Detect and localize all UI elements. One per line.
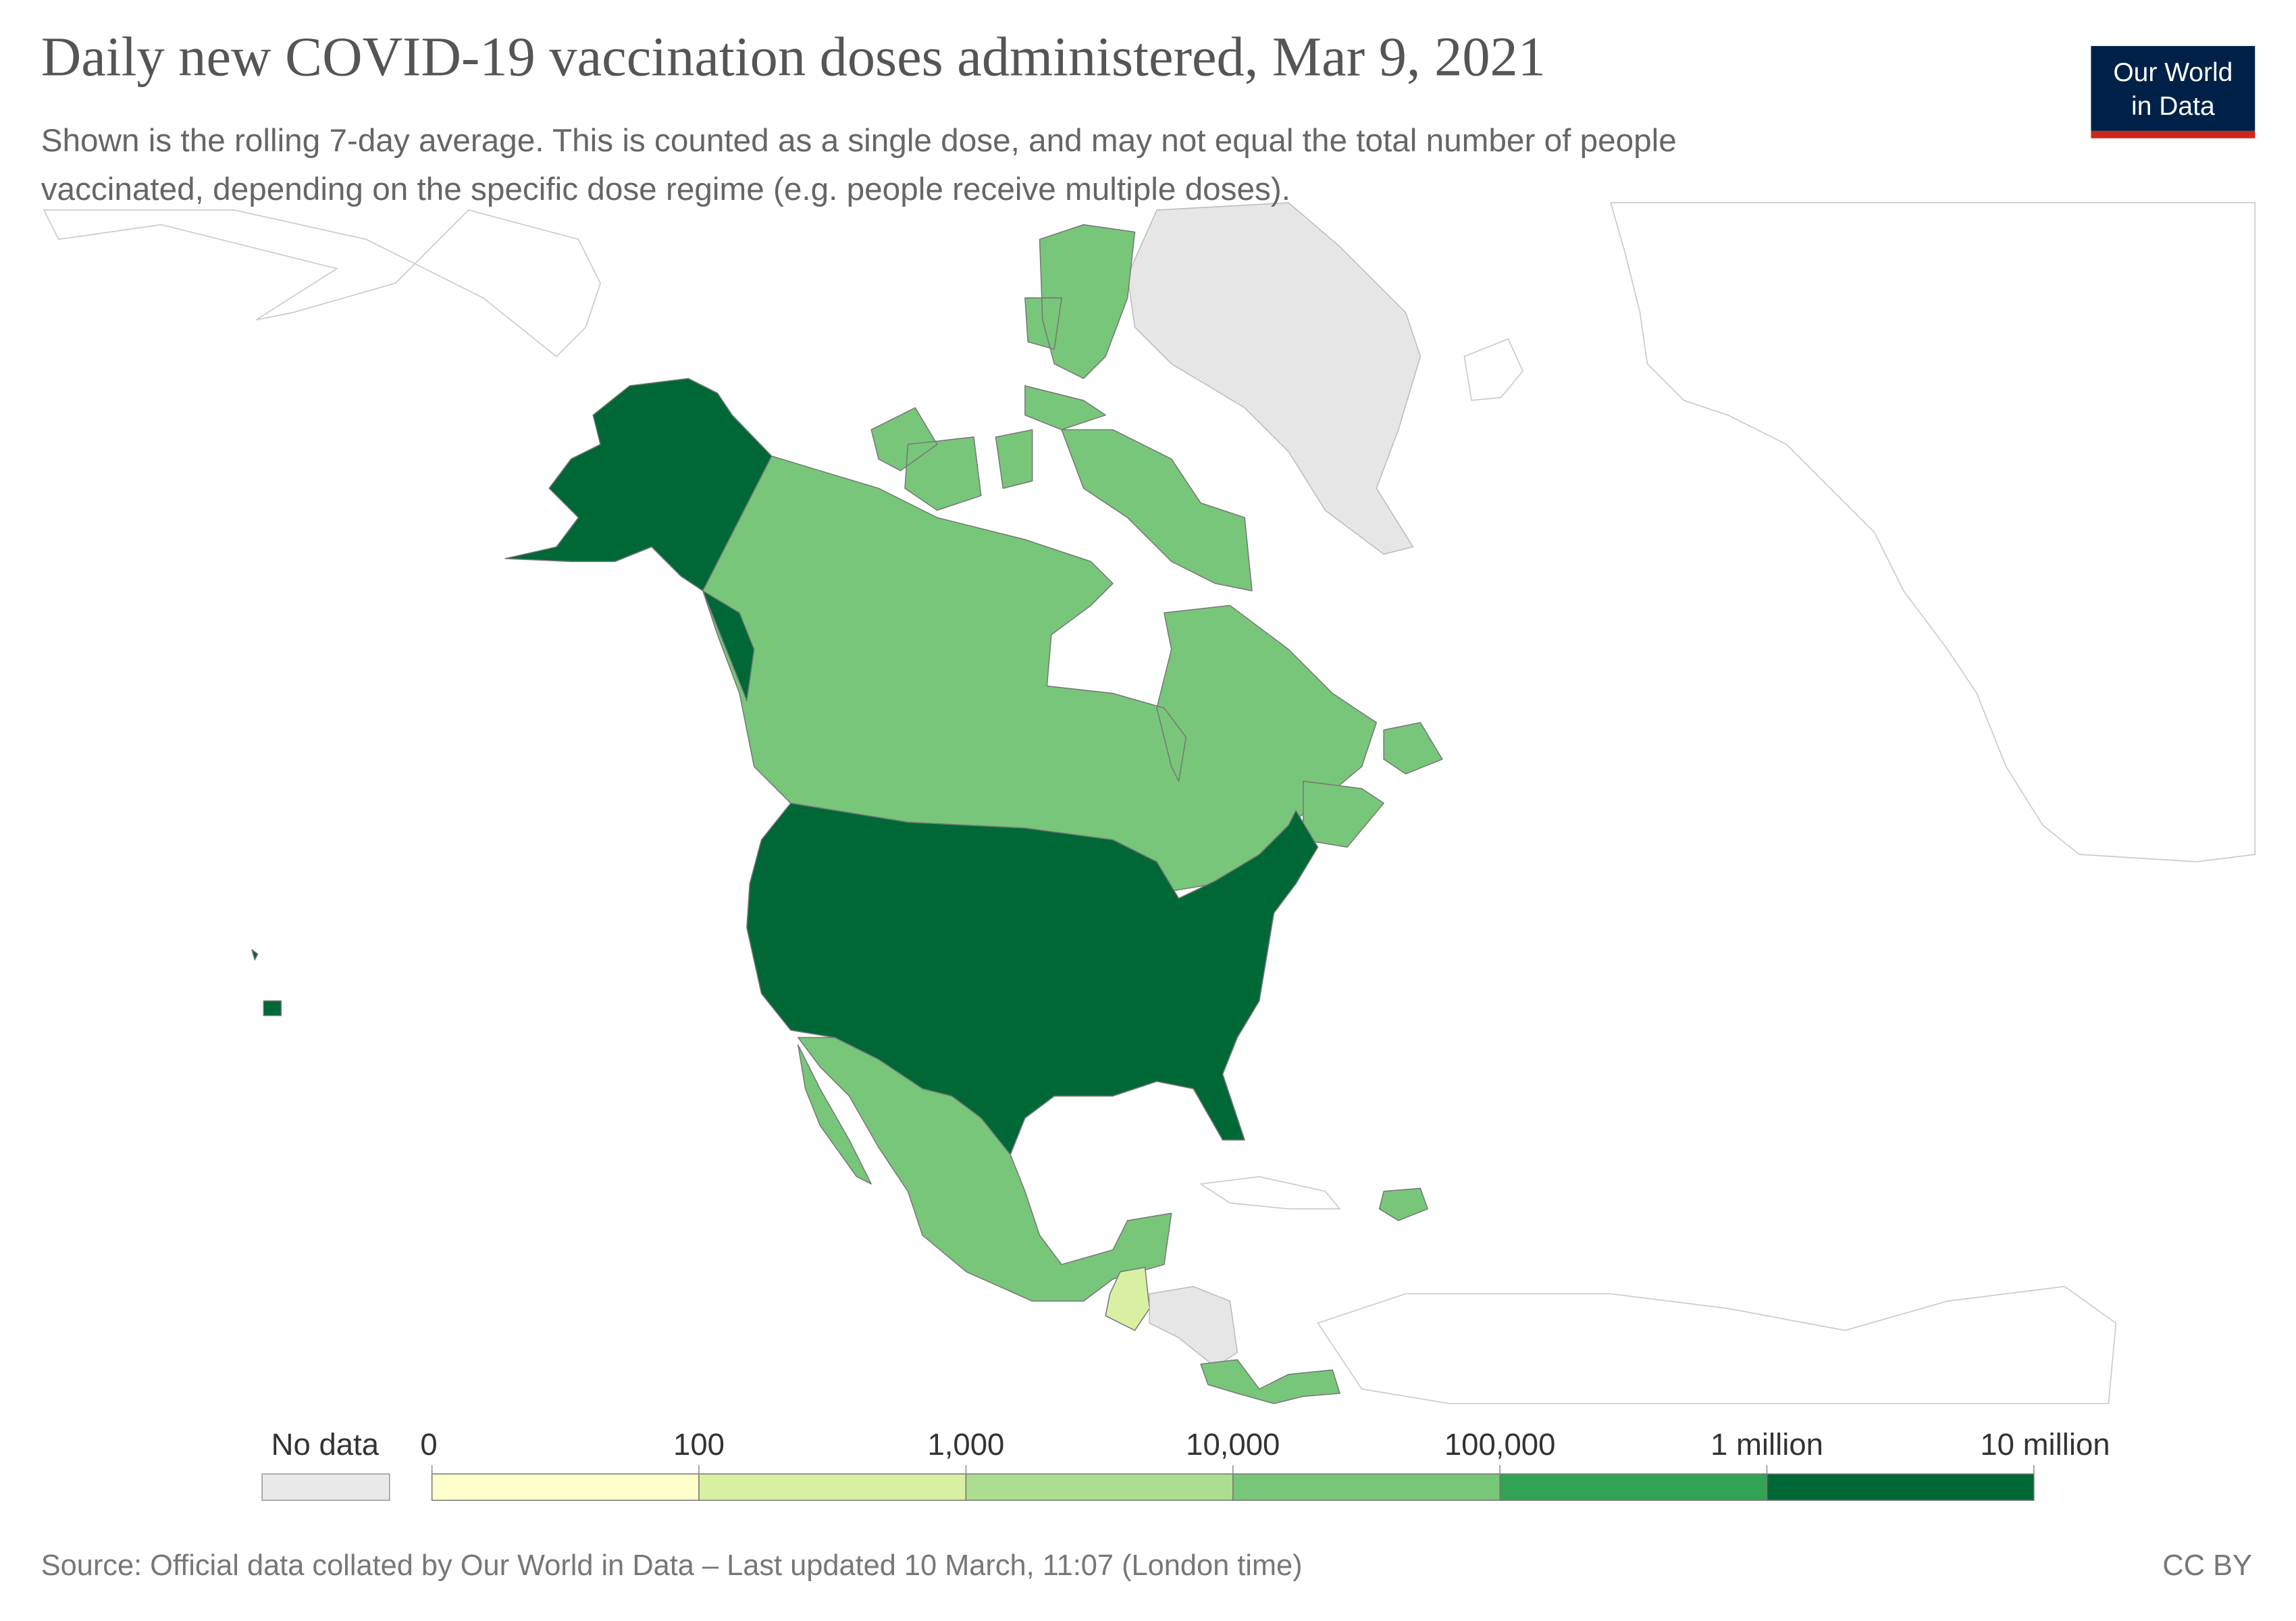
cuba xyxy=(1199,1176,1341,1210)
logo-text: Our World xyxy=(2113,58,2233,87)
logo-box xyxy=(2091,46,2255,131)
legend-bin xyxy=(1232,1473,1501,1501)
legend-tick-label: 100,000 xyxy=(1444,1427,1556,1462)
source: Source: Official data collated by Our Wo… xyxy=(41,1549,1303,1582)
legend-bin xyxy=(1766,1473,2035,1501)
greenland xyxy=(1126,202,1421,555)
south-america xyxy=(1317,1285,2117,1405)
license: CC BY xyxy=(2162,1549,2252,1582)
guatemala xyxy=(1105,1266,1150,1331)
no-data-label: No data xyxy=(271,1427,380,1462)
hispaniola xyxy=(1378,1187,1428,1221)
chart-title: Daily new COVID-19 vaccination doses adm… xyxy=(41,26,1546,87)
legend-bin xyxy=(431,1473,700,1501)
mexico xyxy=(798,1037,1172,1302)
no-data-swatch xyxy=(261,1473,390,1501)
legend-tick-label: 10,000 xyxy=(1186,1427,1280,1462)
legend-tick-label: 1 million xyxy=(1711,1427,1823,1462)
map xyxy=(43,202,2256,1405)
eurasia-africa xyxy=(1610,202,2256,863)
legend-tick-label: 1,000 xyxy=(927,1427,1004,1462)
central-america-nodata xyxy=(1149,1285,1238,1368)
logo-bar xyxy=(2091,130,2255,138)
legend: No data 0 100 1,000 10,000 100,000 1 million 1… xyxy=(261,1427,2110,1501)
logo: Our World in Data xyxy=(2091,46,2255,138)
legend-bin xyxy=(698,1473,967,1501)
legend-bin xyxy=(1499,1473,1768,1501)
subtitle: vaccinated, depending on the specific do… xyxy=(41,172,1290,207)
legend-tick-label: 100 xyxy=(673,1427,725,1462)
legend-bin xyxy=(965,1473,1234,1501)
siberia xyxy=(43,209,601,357)
subtitle: Shown is the rolling 7-day average. This… xyxy=(41,123,1677,159)
legend-tick-label: 0 xyxy=(420,1427,437,1462)
canada-islands xyxy=(870,224,1443,848)
costa-rica-panama xyxy=(1200,1359,1340,1404)
alaska-hawaii xyxy=(251,378,773,1017)
iceland xyxy=(1463,338,1524,401)
logo-text: in Data xyxy=(2131,92,2215,121)
legend-tick-label: 10 million xyxy=(1980,1427,2110,1462)
